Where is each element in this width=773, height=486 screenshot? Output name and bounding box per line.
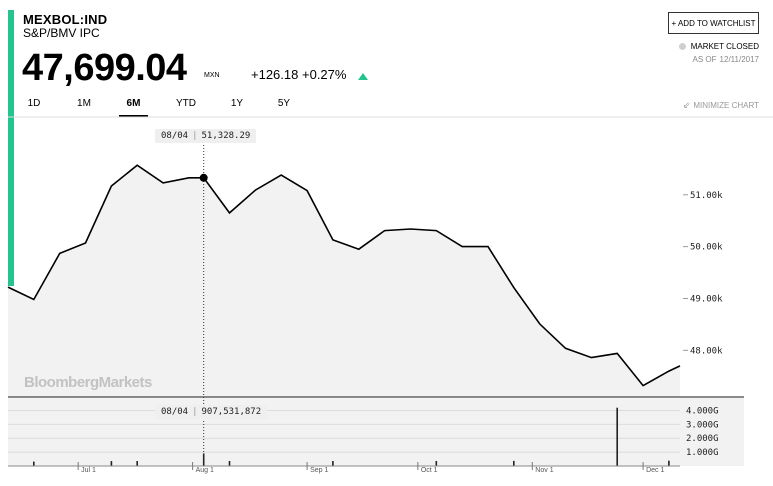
add-to-watchlist-button[interactable]: + ADD TO WATCHLIST [668,12,759,34]
index-name: S&P/BMV IPC [23,26,100,40]
tab-1y[interactable]: 1Y [230,98,244,109]
currency-label: MXN [204,72,220,79]
last-price: 47,699.04 [22,47,187,89]
tab-6m[interactable]: 6M [119,98,148,117]
volume-y-axis: 4.000G 3.000G 2.000G 1.000G [686,406,719,458]
hover-point [199,173,208,182]
volume-tooltip-date: 08/04 [161,407,189,417]
status-dot-icon [678,43,686,50]
accent-bar [8,10,14,286]
x-tick-label: Aug 1 [196,467,214,474]
volume-tick-label: 1.000G [686,448,719,458]
minimize-icon: ⇙ [682,100,691,110]
as-of-date: 12/11/2017 [719,55,759,64]
as-of-timestamp: AS OF 12/11/2017 [693,55,759,64]
volume-bar [33,461,35,466]
volume-tick-label: 3.000G [686,420,719,430]
volume-tick-label: 4.000G [686,406,719,416]
as-of-label: AS OF [692,55,717,64]
market-status-label: MARKET CLOSED [690,42,759,51]
y-tick-label: 48.00k [690,346,723,356]
volume-bar [202,453,205,466]
price-change-percent: +0.27% [302,67,347,82]
tab-5y[interactable]: 5Y [277,98,291,109]
volume-bars [33,407,670,466]
y-tick-label: 49.00k [690,294,723,304]
tooltip-separator: | [192,407,198,417]
volume-bar [110,461,113,466]
volume-tooltip: 08/04 | 907,531,872 [155,405,268,419]
price-tooltip: 08/04 | 51,328.29 [155,129,257,143]
price-area-fill [8,165,680,397]
y-tick-label: 51.00k [690,191,723,201]
tab-1m[interactable]: 1M [77,98,91,109]
price-tooltip-value: 51,328.29 [201,131,251,141]
x-axis: Jul 1 Aug 1 Sep 1 Oct 1 Nov 1 Dec 1 [77,462,664,474]
volume-bar [228,461,231,466]
x-tick-label: Sep 1 [310,467,328,474]
price-change: +126.18 [251,67,299,82]
volume-bar [435,461,438,466]
x-tick-label: Oct 1 [421,467,438,474]
x-tick-label: Dec 1 [646,467,664,474]
volume-tooltip-value: 907,531,872 [201,407,262,417]
volume-bar [136,461,138,466]
volume-bar [616,407,618,466]
minimize-chart-button[interactable]: ⇙ MINIMIZE CHART [683,100,759,111]
tab-ytd[interactable]: YTD [176,98,196,109]
volume-gridlines [8,409,680,453]
volume-bar [332,461,334,466]
x-tick-label: Nov 1 [535,467,553,474]
x-tick-label: Jul 1 [81,467,96,474]
y-tick-label: 50.00k [690,243,723,253]
volume-tick-label: 2.000G [686,434,719,444]
volume-pane [8,398,744,466]
tooltip-separator: | [192,131,198,141]
tab-1d[interactable]: 1D [27,98,41,109]
price-line [7,164,681,387]
volume-bar [513,460,515,466]
bloomberg-watermark: BloombergMarkets [24,374,152,391]
price-tooltip-date: 08/04 [161,131,189,141]
price-y-axis: 51.00k 50.00k 49.00k 48.00k [683,191,723,356]
minimize-chart-label: MINIMIZE CHART [693,101,759,110]
volume-bar [668,460,670,466]
market-status: MARKET CLOSED [678,42,759,51]
ticker-symbol: MEXBOL:IND [23,12,108,27]
up-arrow-icon [358,73,368,80]
